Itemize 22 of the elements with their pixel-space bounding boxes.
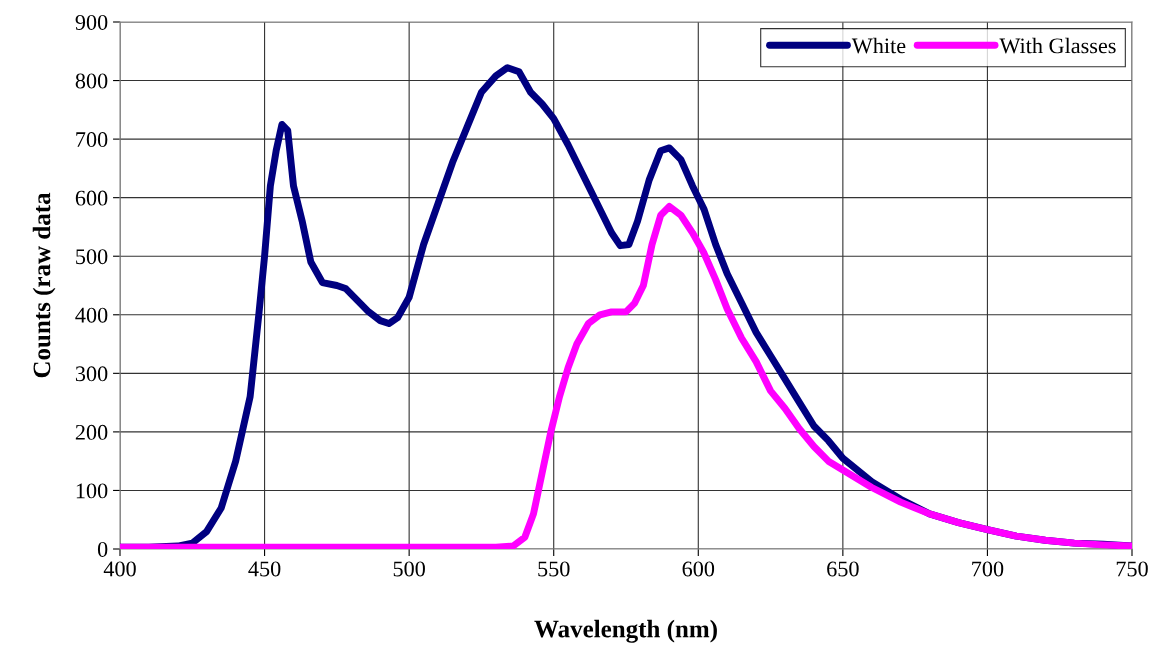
y-tick-label: 300 [75,366,108,382]
y-tick-label: 800 [75,73,108,89]
x-tick-label: 500 [393,561,425,577]
legend-label: White [851,37,906,54]
y-tick-label: 100 [76,483,108,499]
y-tick-label: 700 [76,132,108,148]
y-tick-label: 0 [97,541,108,557]
y-tick-label: 200 [75,424,108,440]
x-tick-label: 700 [972,561,1004,577]
y-axis-title: Counts (raw data [32,192,56,378]
x-axis-title: Wavelength (nm) [534,619,717,643]
legend-label: With Glasses [999,37,1116,54]
x-tick-label: 600 [682,561,715,577]
y-tick-label: 600 [75,190,108,206]
x-tick-label: 750 [1116,561,1148,577]
y-tick-label: 500 [76,249,108,265]
x-tick-label: 400 [103,561,136,577]
x-tick-label: 450 [248,561,281,577]
y-tick-label: 900 [75,14,108,30]
x-tick-label: 650 [827,561,859,577]
y-tick-label: 400 [75,307,108,323]
x-tick-label: 550 [538,561,570,577]
